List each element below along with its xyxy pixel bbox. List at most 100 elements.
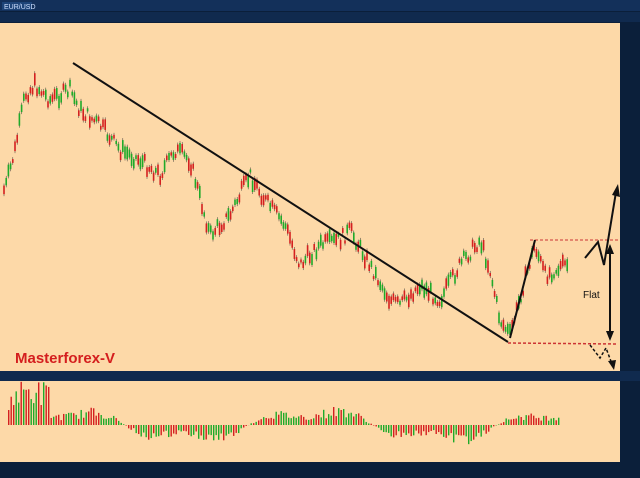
tab-label[interactable]: EUR/USD [4, 4, 36, 11]
candle-body [152, 172, 155, 181]
candle-body [412, 293, 414, 302]
candle-body [320, 234, 322, 246]
candle-body [375, 266, 377, 279]
candle-body [562, 254, 564, 267]
candle-body [194, 178, 197, 188]
histogram-bar [255, 421, 257, 425]
candle-body [243, 175, 245, 186]
arrow-head [608, 360, 616, 370]
candle-body [75, 100, 78, 105]
candle-body [379, 281, 381, 290]
candle-body [128, 149, 131, 158]
histogram-bar [493, 425, 495, 427]
histogram-bar [343, 409, 345, 425]
histogram-bar [513, 418, 515, 425]
toolbar[interactable] [0, 0, 640, 11]
histogram-bar [543, 415, 545, 425]
arrow-head [606, 331, 614, 341]
candle-body [350, 223, 353, 232]
candle-body [40, 91, 43, 96]
histogram-bar [235, 425, 237, 433]
candle-body [214, 227, 216, 235]
histogram-bar [90, 407, 92, 425]
histogram-bar [193, 425, 195, 435]
candle-body [113, 134, 115, 139]
histogram-bar [308, 419, 310, 425]
candle-body [203, 212, 205, 217]
histogram-bar [220, 425, 222, 434]
histogram-bar [115, 418, 117, 425]
candles [3, 71, 568, 337]
histogram-bar [433, 425, 435, 431]
histogram-bar [363, 418, 365, 425]
candle-body [201, 204, 203, 215]
candle-body [157, 164, 159, 175]
candle-body [346, 224, 348, 234]
trend-line [72, 62, 509, 343]
candle-body [509, 323, 511, 335]
candle-body [185, 154, 188, 161]
candle-body [399, 300, 401, 305]
histogram-bar [373, 425, 375, 426]
candle-body [49, 96, 51, 104]
histogram-bar [98, 412, 100, 425]
histogram-bar [530, 413, 532, 425]
histogram-bar [268, 418, 270, 425]
candle-body [93, 118, 95, 123]
candle-body [150, 165, 153, 173]
histogram-bar [515, 418, 517, 425]
candle-body [141, 155, 144, 168]
histogram-bar [525, 415, 527, 425]
histogram-bar [48, 386, 50, 425]
histogram-bar [123, 424, 125, 425]
histogram-bar [245, 425, 247, 426]
candle-body [491, 279, 494, 287]
candle-body [298, 263, 300, 268]
candle-body [271, 200, 274, 207]
candle-body [172, 152, 175, 160]
candle-body [337, 233, 340, 237]
candle-body [89, 116, 91, 128]
candle-body [364, 256, 366, 269]
candle-body [42, 90, 45, 95]
candle-body [58, 95, 60, 109]
tab[interactable] [2, 2, 32, 10]
brand-label: Masterforex-V [15, 350, 115, 367]
up-scenario [584, 191, 617, 266]
histogram-bar [400, 425, 402, 437]
candle-body [3, 185, 5, 195]
histogram-bar [8, 410, 10, 425]
histogram-bar [320, 417, 322, 425]
candle-body [535, 248, 538, 257]
candle-body [188, 158, 190, 171]
histogram-bar [18, 402, 20, 425]
histogram-bar [488, 425, 490, 432]
candle-body [372, 276, 375, 280]
histogram-bar [270, 417, 272, 425]
histogram-bar [205, 425, 207, 440]
histogram-bar [65, 414, 67, 425]
price-axis [620, 23, 640, 371]
candle-body [522, 290, 524, 296]
candle-body [91, 117, 93, 121]
candle-body [5, 177, 7, 186]
histogram-bar [238, 425, 240, 434]
histogram-bar [345, 417, 347, 425]
histogram-bar [465, 425, 467, 437]
histogram-bar [303, 416, 305, 425]
candle-body [86, 108, 89, 112]
histogram-bar [285, 412, 287, 425]
candle-body [416, 284, 419, 295]
histogram-bar [353, 416, 355, 425]
histogram-bar [360, 415, 362, 425]
candle-body [260, 195, 263, 205]
candle-body [174, 153, 177, 159]
histogram-bar [505, 418, 507, 425]
candle-body [553, 274, 555, 279]
histogram-bar [33, 403, 35, 425]
histogram-bar [378, 425, 380, 428]
histogram-bar [138, 425, 140, 435]
candle-body [421, 279, 423, 290]
histogram [8, 381, 560, 445]
candle-body [29, 87, 32, 94]
